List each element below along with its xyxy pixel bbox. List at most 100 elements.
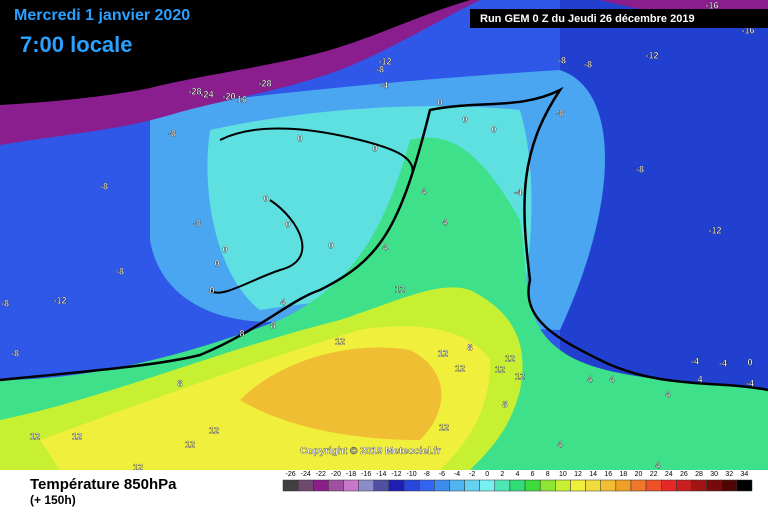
scale-label: 32 — [725, 471, 733, 478]
scale-label: -4 — [454, 471, 460, 478]
isotherm-label: -4 — [691, 356, 699, 366]
isotherm-label: 12 — [72, 431, 82, 441]
scale-label: 2 — [500, 471, 504, 478]
isotherm-label: 0 — [491, 124, 496, 134]
isotherm-label: 12 — [515, 371, 525, 381]
scale-label: -16 — [361, 471, 371, 478]
isotherm-label: -4 — [719, 358, 727, 368]
isotherm-label: 4 — [421, 186, 426, 196]
isotherm-label: 4 — [609, 374, 614, 384]
isotherm-label: -8 — [11, 348, 19, 358]
scale-label: -6 — [439, 471, 445, 478]
isotherm-label: 0 — [285, 219, 290, 229]
isotherm-label: 8 — [270, 320, 275, 330]
scale-swatch — [282, 479, 299, 492]
scale-swatch — [691, 479, 707, 492]
isotherm-label: -8 — [116, 266, 124, 276]
scale-label: 12 — [574, 471, 582, 478]
isotherm-label: -8 — [584, 59, 592, 69]
isotherm-label: 0 — [209, 285, 214, 295]
isotherm-label: 0 — [372, 143, 377, 153]
scale-label: 8 — [546, 471, 550, 478]
zone — [0, 0, 470, 105]
isotherm-label: -12 — [53, 295, 66, 305]
scale-swatch — [630, 479, 647, 492]
scale-swatch — [479, 479, 496, 492]
scale-label: -10 — [407, 471, 417, 478]
isotherm-label: 8 — [239, 328, 244, 338]
scale-label: 10 — [559, 471, 567, 478]
isotherm-label: -8 — [100, 181, 108, 191]
scale-label: 24 — [665, 471, 673, 478]
scale-swatch — [358, 479, 375, 492]
scale-label: 6 — [531, 471, 535, 478]
isotherm-label: 4 — [665, 389, 670, 399]
isotherm-label: 4 — [280, 297, 285, 307]
isotherm-label: -20 — [222, 91, 235, 101]
scale-swatch — [706, 479, 722, 492]
isotherm-label: 12 — [439, 422, 449, 432]
scale-swatch — [645, 479, 662, 492]
isotherm-label: -28 — [188, 86, 201, 96]
scale-swatch — [524, 479, 541, 492]
scale-swatch — [494, 479, 511, 492]
legend: -26 -24 -22 -20 -18 -16 -14 -12 -10 -8 -6 -4 -2 0 2 4 6 8… — [282, 471, 753, 492]
scale-label: -20 — [331, 471, 341, 478]
isotherm-label: 12 — [455, 363, 465, 373]
scale-label: 16 — [604, 471, 612, 478]
isotherm-label: 4 — [587, 374, 592, 384]
isotherm-label: 12 — [438, 348, 448, 358]
scale-label: 20 — [635, 471, 643, 478]
isotherm-label: 12 — [185, 439, 195, 449]
scale-swatch — [539, 479, 556, 492]
scale-swatch — [418, 479, 435, 492]
isotherm-line — [0, 86, 768, 392]
isotherm-label: -8 — [556, 108, 564, 118]
isotherm-label: -8 — [636, 164, 644, 174]
scale-label: 0 — [485, 471, 489, 478]
isotherm-label: 4 — [557, 439, 562, 449]
scale-label: -12 — [391, 471, 401, 478]
isotherm-label: 0 — [297, 133, 302, 143]
scale-swatch — [660, 479, 677, 492]
isotherm-label: 8 — [502, 399, 507, 409]
isotherm-label: 12 — [395, 284, 405, 294]
isotherm-label: -4 — [380, 80, 388, 90]
isotherm-label: 12 — [30, 431, 40, 441]
isotherm-label: 12 — [505, 353, 515, 363]
scale-label: 4 — [516, 471, 520, 478]
scale-swatch — [388, 479, 405, 492]
scale-label: 14 — [589, 471, 597, 478]
isotherm-label: 12 — [495, 364, 505, 374]
scale-swatch — [570, 479, 586, 492]
isotherm-label: 4 — [442, 217, 447, 227]
copyright: Copyright © 2019 Meteociel.fr — [300, 446, 441, 457]
isotherm-label: 12 — [133, 462, 143, 472]
scale-swatch — [676, 479, 692, 492]
isotherm-label: -24 — [200, 89, 213, 99]
scale-label: 30 — [710, 471, 718, 478]
isotherm-label: -12 — [708, 225, 721, 235]
date: Mercredi 1 janvier 2020 — [14, 7, 190, 24]
isotherm-label: -4 — [746, 378, 754, 388]
scale-label: 34 — [741, 471, 749, 478]
isotherm-label: 8 — [467, 342, 472, 352]
isotherm-label: -4 — [514, 187, 522, 197]
isotherm-label: 4 — [697, 374, 702, 384]
scale-label: -24 — [301, 471, 311, 478]
isotherm-label: 0 — [263, 193, 268, 203]
scale-swatch — [403, 479, 420, 492]
scale-swatch — [449, 479, 465, 492]
isotherm-label: 4 — [382, 242, 387, 252]
isotherm-label: 0 — [214, 258, 219, 268]
land-east — [560, 0, 768, 470]
scale-swatch — [736, 479, 753, 492]
scale-label: 26 — [680, 471, 688, 478]
scale-swatch — [585, 479, 601, 492]
scale-label: -26 — [286, 471, 296, 478]
coastline — [209, 127, 414, 294]
scale-label: 22 — [650, 471, 658, 478]
isotherm-label: -8 — [193, 218, 201, 228]
isotherm-label: -8 — [376, 64, 384, 74]
